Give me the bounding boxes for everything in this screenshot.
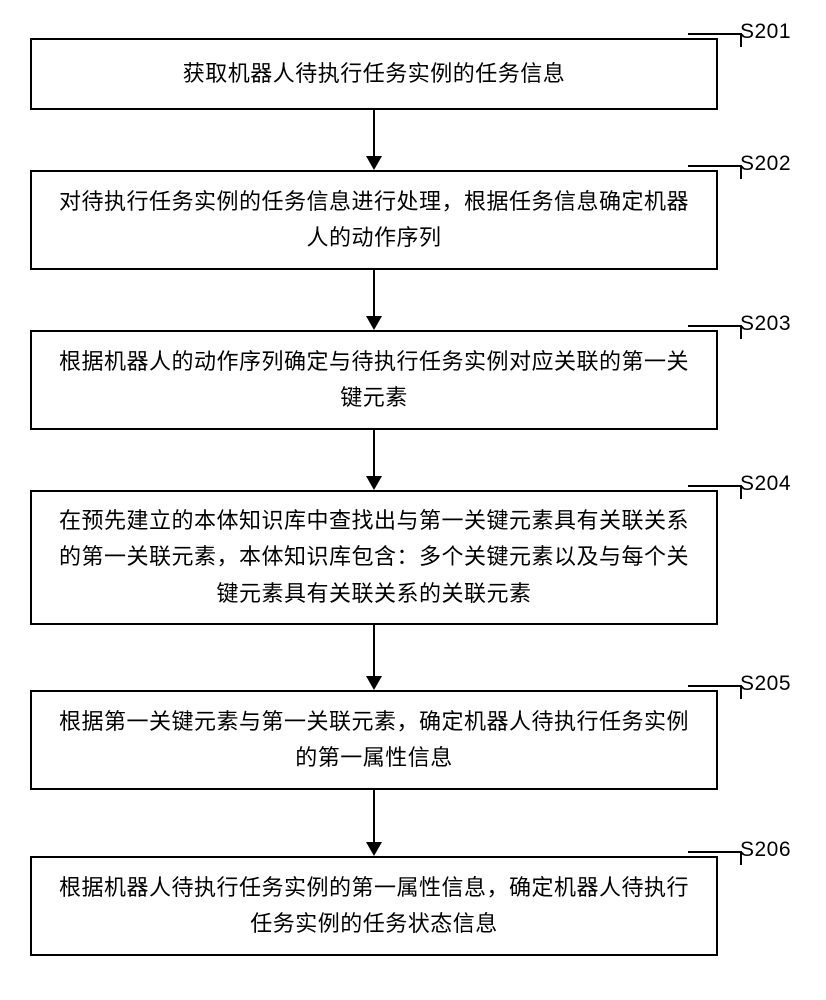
flow-step-text: 根据机器人待执行任务实例的第一属性信息，确定机器人待执行任务实例的任务状态信息 bbox=[52, 870, 696, 943]
flow-arrow-line bbox=[373, 625, 375, 676]
flow-step-s204: 在预先建立的本体知识库中查找出与第一关键元素具有关联关系的第一关联元素，本体知识… bbox=[30, 490, 718, 625]
flow-step-label: S205 bbox=[740, 672, 791, 696]
flow-step-label: S206 bbox=[740, 838, 791, 862]
flow-step-label: S204 bbox=[740, 472, 791, 496]
flow-arrow-line bbox=[373, 430, 375, 476]
label-connector bbox=[688, 685, 742, 699]
flow-step-s202: 对待执行任务实例的任务信息进行处理，根据任务信息确定机器人的动作序列 bbox=[30, 170, 718, 270]
flow-arrow-line bbox=[373, 270, 375, 316]
flow-step-label: S203 bbox=[740, 312, 791, 336]
flow-step-s203: 根据机器人的动作序列确定与待执行任务实例对应关联的第一关键元素 bbox=[30, 330, 718, 430]
flow-step-text: 在预先建立的本体知识库中查找出与第一关键元素具有关联关系的第一关联元素，本体知识… bbox=[52, 503, 696, 612]
flow-step-text: 根据机器人的动作序列确定与待执行任务实例对应关联的第一关键元素 bbox=[52, 344, 696, 417]
label-connector bbox=[688, 165, 742, 179]
label-connector bbox=[688, 485, 742, 499]
flow-step-s201: 获取机器人待执行任务实例的任务信息 bbox=[30, 38, 718, 110]
flow-arrow-head bbox=[366, 476, 382, 490]
flow-step-s206: 根据机器人待执行任务实例的第一属性信息，确定机器人待执行任务实例的任务状态信息 bbox=[30, 856, 718, 956]
flow-arrow-head bbox=[366, 156, 382, 170]
flow-step-s205: 根据第一关键元素与第一关联元素，确定机器人待执行任务实例的第一属性信息 bbox=[30, 690, 718, 790]
flow-step-label: S201 bbox=[740, 20, 791, 44]
flow-arrow-head bbox=[366, 316, 382, 330]
flow-step-text: 获取机器人待执行任务实例的任务信息 bbox=[183, 56, 566, 92]
label-connector bbox=[688, 325, 742, 339]
flow-step-label: S202 bbox=[740, 152, 791, 176]
label-connector bbox=[688, 33, 742, 47]
flow-arrow-line bbox=[373, 790, 375, 842]
label-connector bbox=[688, 851, 742, 865]
flowchart-container: 获取机器人待执行任务实例的任务信息 S201 对待执行任务实例的任务信息进行处理… bbox=[0, 0, 826, 1000]
flow-step-text: 根据第一关键元素与第一关联元素，确定机器人待执行任务实例的第一属性信息 bbox=[52, 704, 696, 777]
flow-arrow-head bbox=[366, 842, 382, 856]
flow-step-text: 对待执行任务实例的任务信息进行处理，根据任务信息确定机器人的动作序列 bbox=[52, 184, 696, 257]
flow-arrow-line bbox=[373, 110, 375, 156]
flow-arrow-head bbox=[366, 676, 382, 690]
